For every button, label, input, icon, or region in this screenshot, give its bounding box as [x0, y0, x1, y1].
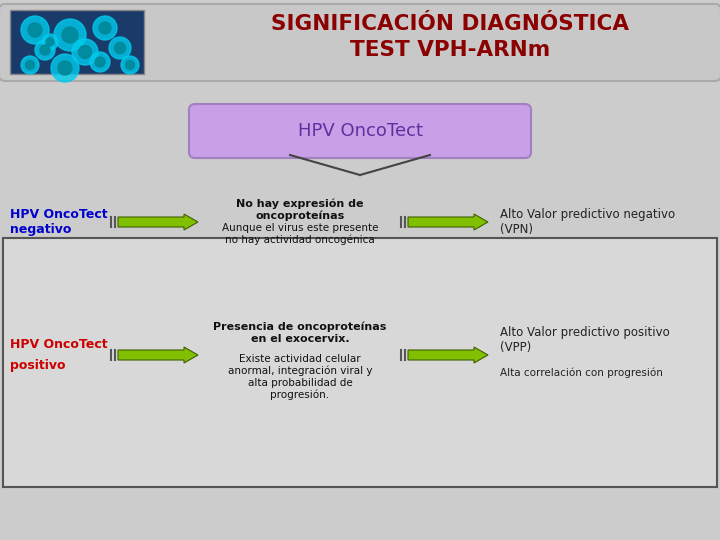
Circle shape — [58, 61, 72, 75]
Text: SIGNIFICACIÓN DIAGNÓSTICA: SIGNIFICACIÓN DIAGNÓSTICA — [271, 14, 629, 34]
Text: HPV OncoTect: HPV OncoTect — [10, 339, 107, 352]
Circle shape — [78, 45, 91, 58]
Text: Alto Valor predictivo negativo
(VPN): Alto Valor predictivo negativo (VPN) — [500, 208, 675, 236]
FancyBboxPatch shape — [3, 238, 717, 487]
Text: positivo: positivo — [10, 359, 66, 372]
FancyBboxPatch shape — [10, 10, 144, 74]
Circle shape — [99, 22, 111, 34]
Circle shape — [40, 45, 50, 55]
FancyBboxPatch shape — [189, 104, 531, 158]
Circle shape — [51, 54, 79, 82]
Text: Alto Valor predictivo positivo
(VPP): Alto Valor predictivo positivo (VPP) — [500, 326, 670, 354]
Text: Alta correlación con progresión: Alta correlación con progresión — [500, 368, 663, 378]
FancyArrow shape — [118, 347, 198, 363]
Circle shape — [35, 40, 55, 60]
FancyBboxPatch shape — [0, 4, 720, 81]
Circle shape — [28, 23, 42, 37]
Circle shape — [72, 39, 98, 65]
Circle shape — [62, 27, 78, 43]
Circle shape — [54, 19, 86, 51]
Circle shape — [93, 16, 117, 40]
Circle shape — [42, 34, 58, 50]
Text: HPV OncoTect: HPV OncoTect — [10, 207, 107, 220]
Text: No hay expresión de
oncoproteínas: No hay expresión de oncoproteínas — [236, 199, 364, 221]
Text: TEST VPH-ARNm: TEST VPH-ARNm — [350, 40, 550, 60]
Circle shape — [90, 52, 110, 72]
Text: Presencia de oncoproteínas
en el exocervix.: Presencia de oncoproteínas en el exocerv… — [213, 322, 387, 344]
Text: Existe actividad celular
anormal, integración viral y
alta probabilidad de
progr: Existe actividad celular anormal, integr… — [228, 354, 372, 400]
FancyArrow shape — [408, 214, 488, 230]
FancyArrow shape — [408, 347, 488, 363]
Text: negativo: negativo — [10, 224, 71, 237]
Circle shape — [21, 56, 39, 74]
Circle shape — [114, 43, 125, 53]
Circle shape — [21, 16, 49, 44]
Circle shape — [125, 60, 135, 70]
Circle shape — [95, 57, 105, 67]
Circle shape — [121, 56, 139, 74]
Circle shape — [25, 60, 35, 70]
Text: HPV OncoTect: HPV OncoTect — [297, 122, 423, 140]
Text: Aunque el virus este presente
no hay actividad oncogénica: Aunque el virus este presente no hay act… — [222, 223, 378, 245]
Circle shape — [46, 38, 54, 46]
FancyArrow shape — [118, 214, 198, 230]
Circle shape — [109, 37, 131, 59]
